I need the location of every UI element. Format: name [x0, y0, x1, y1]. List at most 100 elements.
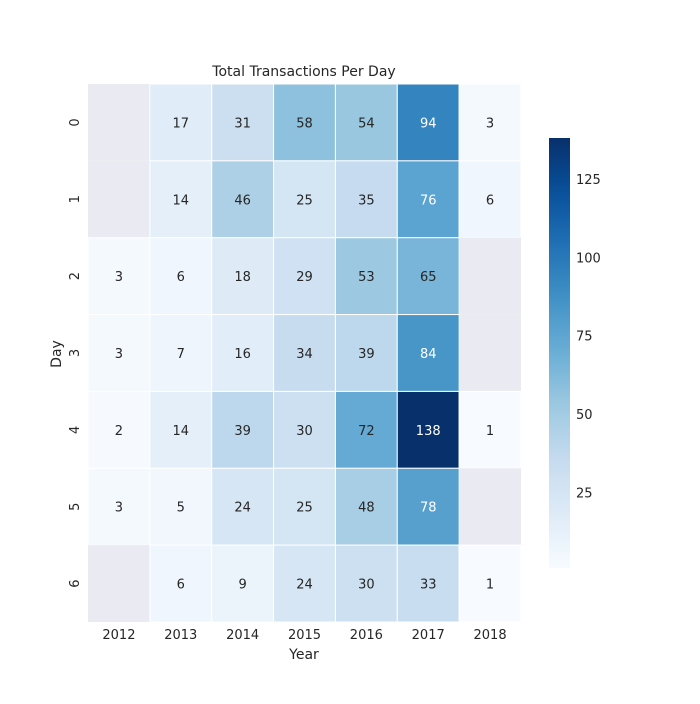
cell-value-label: 58: [296, 116, 313, 131]
heatmap-cell: [87, 390, 151, 469]
cell-value-label: 6: [177, 270, 185, 285]
cell-value-label: 3: [115, 501, 123, 516]
heatmap-cell: [396, 467, 460, 546]
heatmap-cell: [273, 390, 336, 469]
cell-value-label: 14: [173, 193, 190, 208]
heatmap-cell: [211, 160, 275, 239]
heatmap-cell: [273, 237, 336, 316]
cell-value-label: 29: [296, 270, 313, 285]
cell-value-label: 48: [358, 501, 375, 516]
cell-value-label: 30: [358, 578, 375, 593]
heatmap-cell: [211, 544, 275, 623]
heatmap-cell: [273, 83, 336, 162]
colorbar: [549, 138, 570, 568]
heatmap-cell: [149, 83, 213, 162]
cell-value-label: 76: [420, 193, 437, 208]
y-axis-label: Day: [49, 340, 65, 368]
heatmap-cell: [458, 83, 522, 162]
heatmap-cell: [87, 314, 151, 392]
heatmap-cell: [273, 314, 336, 392]
heatmap-cell: [149, 544, 213, 623]
x-tick-label: 2013: [164, 628, 197, 643]
cell-value-label: 17: [173, 116, 190, 131]
cell-value-label: 2: [115, 424, 123, 439]
heatmap-cell: [334, 467, 398, 546]
colorbar-ticks: 25 50 75 100 125: [576, 173, 601, 502]
cell-value-label: 138: [416, 424, 441, 439]
heatmap-cell: [334, 390, 398, 469]
x-tick-label: 2018: [474, 628, 507, 643]
cell-value-label: 30: [296, 424, 313, 439]
heatmap-cell: [458, 390, 522, 469]
cell-value-label: 9: [239, 578, 247, 593]
heatmap-cell: [458, 544, 522, 623]
y-tick-label: 4: [68, 426, 83, 434]
cell-value-label: 18: [234, 270, 251, 285]
cell-value-label: 25: [296, 193, 313, 208]
cell-value-label: 65: [420, 270, 437, 285]
y-tick-labels: 0 1 2 3 4 5 6: [68, 118, 83, 587]
heatmap-cell: [88, 84, 150, 161]
cell-value-label: 3: [486, 116, 494, 131]
cell-value-label: 6: [486, 193, 494, 208]
heatmap-cell: [459, 314, 521, 392]
cell-value-label: 5: [177, 501, 185, 516]
cell-value-label: 35: [358, 193, 375, 208]
heatmap-cell: [396, 544, 460, 623]
heatmap-cell: [88, 160, 150, 238]
cell-value-label: 3: [115, 270, 123, 285]
colorbar-tick-label: 50: [576, 408, 593, 423]
colorbar-tick-label: 125: [576, 173, 601, 188]
heatmap-cell: [458, 160, 522, 239]
colorbar-tick-label: 75: [576, 330, 593, 345]
cell-value-label: 53: [358, 270, 375, 285]
heatmap-cell: [459, 468, 521, 546]
cell-value-label: 46: [234, 193, 251, 208]
heatmap-cell: [334, 314, 398, 392]
x-tick-label: 2012: [102, 628, 135, 643]
heatmap-cell: [149, 314, 213, 392]
x-tick-label: 2017: [412, 628, 445, 643]
cell-value-label: 24: [296, 578, 313, 593]
heatmap-cell: [334, 160, 398, 239]
cell-value-label: 72: [358, 424, 375, 439]
cell-value-label: 84: [420, 347, 437, 362]
cell-value-label: 54: [358, 116, 375, 131]
y-tick-label: 0: [68, 118, 83, 126]
heatmap-cell: [149, 237, 213, 316]
cell-value-label: 14: [173, 424, 190, 439]
cell-value-label: 16: [234, 347, 251, 362]
cell-value-label: 7: [177, 347, 185, 362]
y-tick-label: 1: [68, 195, 83, 203]
cell-value-label: 31: [234, 116, 251, 131]
colorbar-tick-label: 100: [576, 251, 601, 266]
y-tick-label: 6: [68, 579, 83, 587]
cell-value-label: 78: [420, 501, 437, 516]
cell-value-label: 1: [486, 578, 494, 593]
heatmap-cell: [396, 237, 460, 316]
heatmap-cell: [211, 314, 275, 392]
cell-value-label: 24: [234, 501, 251, 516]
heatmap-cell: [211, 83, 275, 162]
chart-title: Total Transactions Per Day: [211, 64, 395, 80]
cell-value-label: 25: [296, 501, 313, 516]
heatmap-cell: [459, 237, 521, 315]
heatmap-cell: [334, 237, 398, 316]
heatmap-cell: [334, 83, 398, 162]
heatmap-cell: [88, 545, 150, 622]
x-axis-label: Year: [288, 647, 319, 663]
x-tick-label: 2014: [226, 628, 259, 643]
cell-value-label: 39: [358, 347, 375, 362]
y-tick-label: 2: [68, 272, 83, 280]
cell-value-label: 3: [115, 347, 123, 362]
colorbar-tick-label: 25: [576, 487, 593, 502]
cell-value-label: 6: [177, 578, 185, 593]
cell-value-label: 33: [420, 578, 437, 593]
cell-value-label: 34: [296, 347, 313, 362]
heatmap-cell: [334, 544, 398, 623]
x-tick-label: 2016: [350, 628, 383, 643]
x-tick-labels: 2012 2013 2014 2015 2016 2017 2018: [102, 628, 506, 643]
cell-value-label: 1: [486, 424, 494, 439]
